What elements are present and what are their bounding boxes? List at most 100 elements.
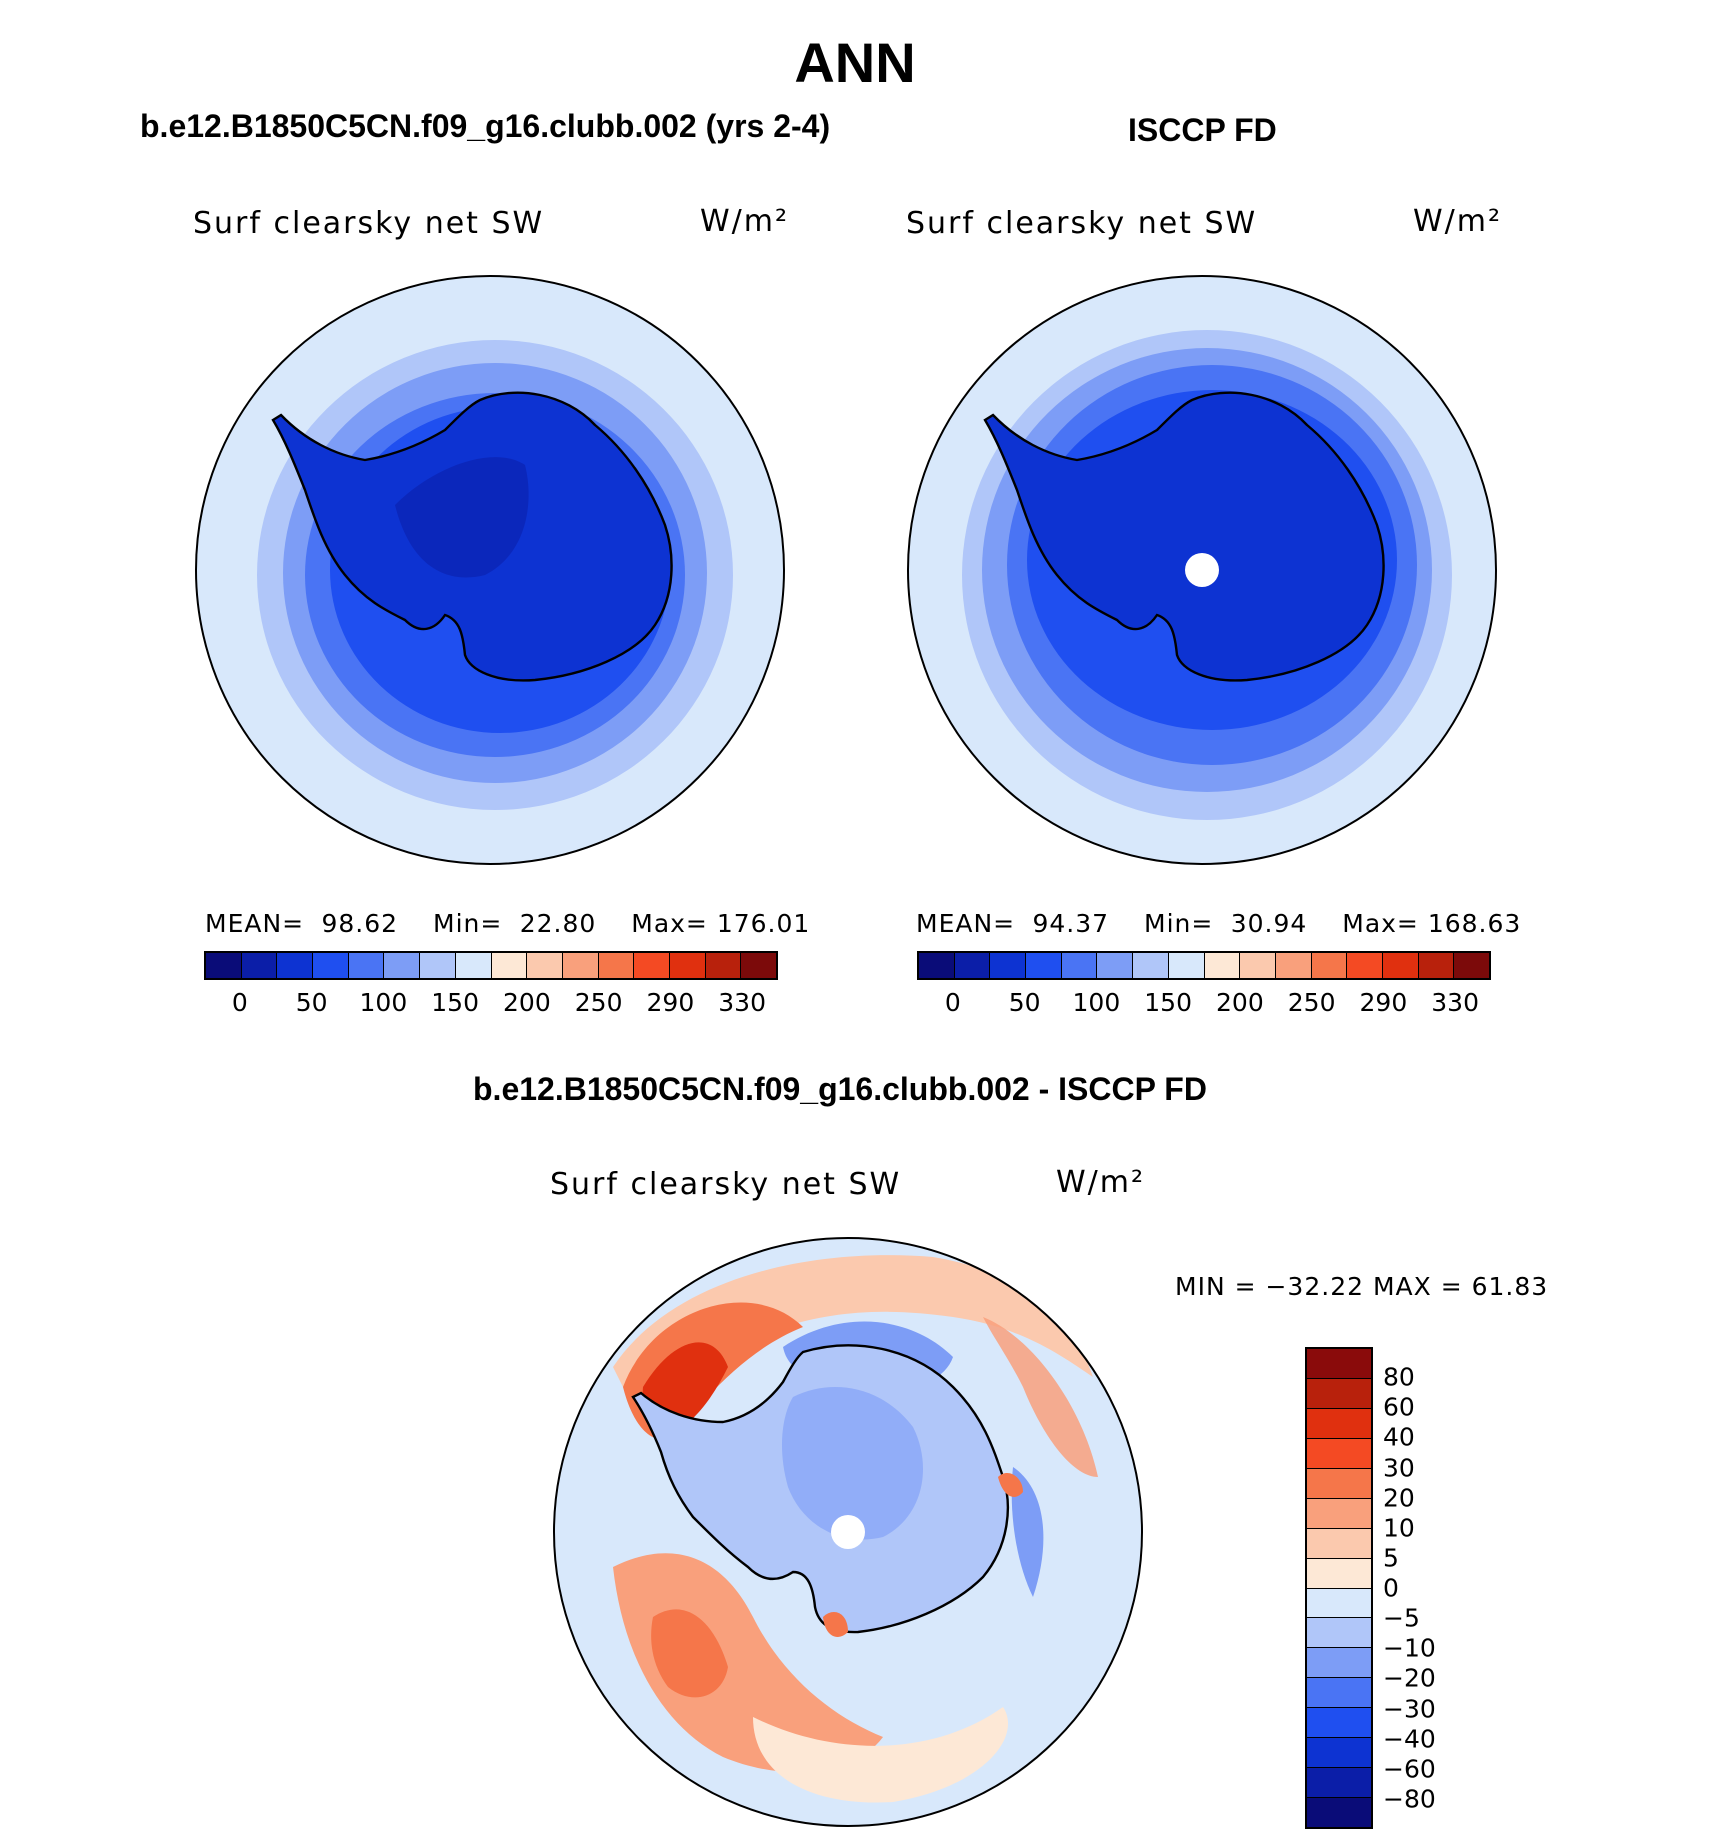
diff-colorbar-tick-label: 20 [1383,1483,1415,1513]
obs-colorbar-swatch [1061,953,1098,978]
diff-colorbar-swatch [1307,1349,1371,1379]
model-colorbar-swatch [491,953,528,978]
diff-units-label: W/m² [1056,1165,1146,1200]
diff-colorbar-tick-label: 10 [1383,1513,1415,1543]
obs-colorbar-tick-label: 0 [944,988,961,1017]
model-colorbar-swatch [384,953,421,978]
model-stats: MEAN= 98.62 Min= 22.80 Max= 176.01 [205,909,811,938]
diff-colorbar-tick-label: 40 [1383,1422,1415,1452]
positive-spot-south [823,1612,848,1637]
model-panel-title: b.e12.B1850C5CN.f09_g16.clubb.002 (yrs 2… [140,108,831,144]
diff-colorbar-tick-label: 5 [1383,1543,1399,1573]
model-colorbar-swatch [741,953,776,978]
obs-polar-map [907,275,1497,865]
obs-colorbar-tick-label: 290 [1359,988,1408,1017]
model-colorbar-swatch [705,953,742,978]
positive-band-south [753,1707,1009,1803]
obs-colorbar-swatch [1240,953,1276,978]
diff-colorbar-tick-label: −5 [1383,1603,1420,1633]
model-colorbar-swatch [562,953,599,978]
model-max-value: 176.01 [716,909,811,938]
diff-colorbar-tick-label: −40 [1383,1724,1436,1754]
obs-mean-value: 94.37 [1032,909,1110,938]
model-colorbar-tick-label: 330 [718,988,766,1017]
model-colorbar-swatch [206,953,242,978]
obs-colorbar-tick-label: 150 [1144,988,1192,1017]
diff-colorbar-swatch [1307,1468,1371,1499]
model-colorbar-swatch [598,953,635,978]
model-min-label: Min= [433,909,503,938]
model-max-label: Max= [631,909,708,938]
model-min-value: 22.80 [519,909,597,938]
diff-colorbar-tick-label: −10 [1383,1633,1436,1663]
obs-colorbar-swatch [1347,953,1383,978]
obs-max-value: 168.63 [1427,909,1522,938]
pole-hole [1185,553,1219,587]
model-polar-map [195,275,785,865]
diff-stats: MIN = −32.22 MAX = 61.83 [1175,1272,1549,1301]
model-colorbar-tick-label: 100 [359,988,408,1017]
obs-colorbar-swatch [919,953,955,978]
diff-colorbar-tick-label: 0 [1383,1573,1399,1603]
obs-colorbar-swatch [1168,953,1205,978]
pole-hole [831,1515,865,1549]
page-title: ANN [794,31,916,94]
diff-colorbar-swatch [1307,1378,1371,1409]
model-colorbar-tick-label: 0 [231,988,248,1017]
model-mean-value: 98.62 [321,909,399,938]
obs-units-label: W/m² [1413,204,1503,239]
obs-variable-label: Surf clearsky net SW [906,206,1258,241]
positive-band-north [613,1255,1093,1427]
obs-colorbar-swatch [1275,953,1312,978]
positive-spot-coast [998,1472,1023,1497]
diff-colorbar-swatch [1307,1708,1371,1739]
diff-colorbar-tick-label: −60 [1383,1754,1436,1784]
model-colorbar-tick-label: 290 [646,988,695,1017]
model-colorbar-swatch [669,953,706,978]
obs-colorbar-swatch [1097,953,1134,978]
model-colorbar-tick-label: 150 [431,988,479,1017]
diff-colorbar-swatch [1307,1498,1371,1529]
model-colorbar-tick-label: 50 [295,988,328,1017]
diff-variable-label: Surf clearsky net SW [550,1167,902,1202]
diff-colorbar-tick-label: 80 [1383,1362,1415,1392]
obs-colorbar-swatch [1133,953,1169,978]
positive-lobe-southwest [613,1553,883,1773]
obs-stats: MEAN= 94.37 Min= 30.94 Max= 168.63 [916,909,1522,938]
model-colorbar-swatch [348,953,385,978]
diff-colorbar-tick-label: −30 [1383,1694,1436,1723]
model-colorbar-tick-label: 200 [503,988,551,1017]
negative-lobe-east [1011,1467,1044,1597]
model-colorbar-swatch [277,953,314,978]
obs-mean-label: MEAN= [916,909,1016,938]
obs-colorbar-swatch [990,953,1027,978]
model-colorbar-swatch [455,953,492,978]
diff-colorbar-swatch [1307,1438,1371,1469]
negative-interior [781,1387,923,1540]
diff-colorbar-swatch [1307,1798,1371,1827]
obs-min-value: 30.94 [1230,909,1308,938]
obs-colorbar-swatch [1311,953,1348,978]
diff-colorbar-swatch [1307,1618,1371,1649]
model-colorbar-swatch [420,953,456,978]
diff-colorbar-tick-label: −80 [1383,1784,1436,1814]
model-colorbar-swatch [527,953,563,978]
diff-colorbar-swatch [1307,1408,1371,1439]
model-units-label: W/m² [700,204,790,239]
obs-colorbar-swatch [954,953,991,978]
obs-colorbar-tick-label: 200 [1216,988,1264,1017]
model-variable-label: Surf clearsky net SW [193,206,545,241]
max-lobe-southwest [651,1609,728,1698]
obs-max-label: Max= [1342,909,1419,938]
obs-colorbar-swatch [1454,953,1489,978]
antarctica-land [983,391,1385,682]
obs-colorbar-tick-label: 330 [1431,988,1479,1017]
model-colorbar-swatch [634,953,670,978]
obs-colorbar-tick-label: 100 [1072,988,1121,1017]
diff-colorbar-swatch [1307,1768,1371,1799]
obs-colorbar-tick-label: 250 [1287,988,1336,1017]
diff-colorbar-swatch [1307,1558,1371,1589]
diff-colorbar-swatch [1307,1648,1371,1679]
diff-colorbar-tick-label: 60 [1383,1392,1415,1422]
obs-panel-title: ISCCP FD [1128,112,1277,148]
